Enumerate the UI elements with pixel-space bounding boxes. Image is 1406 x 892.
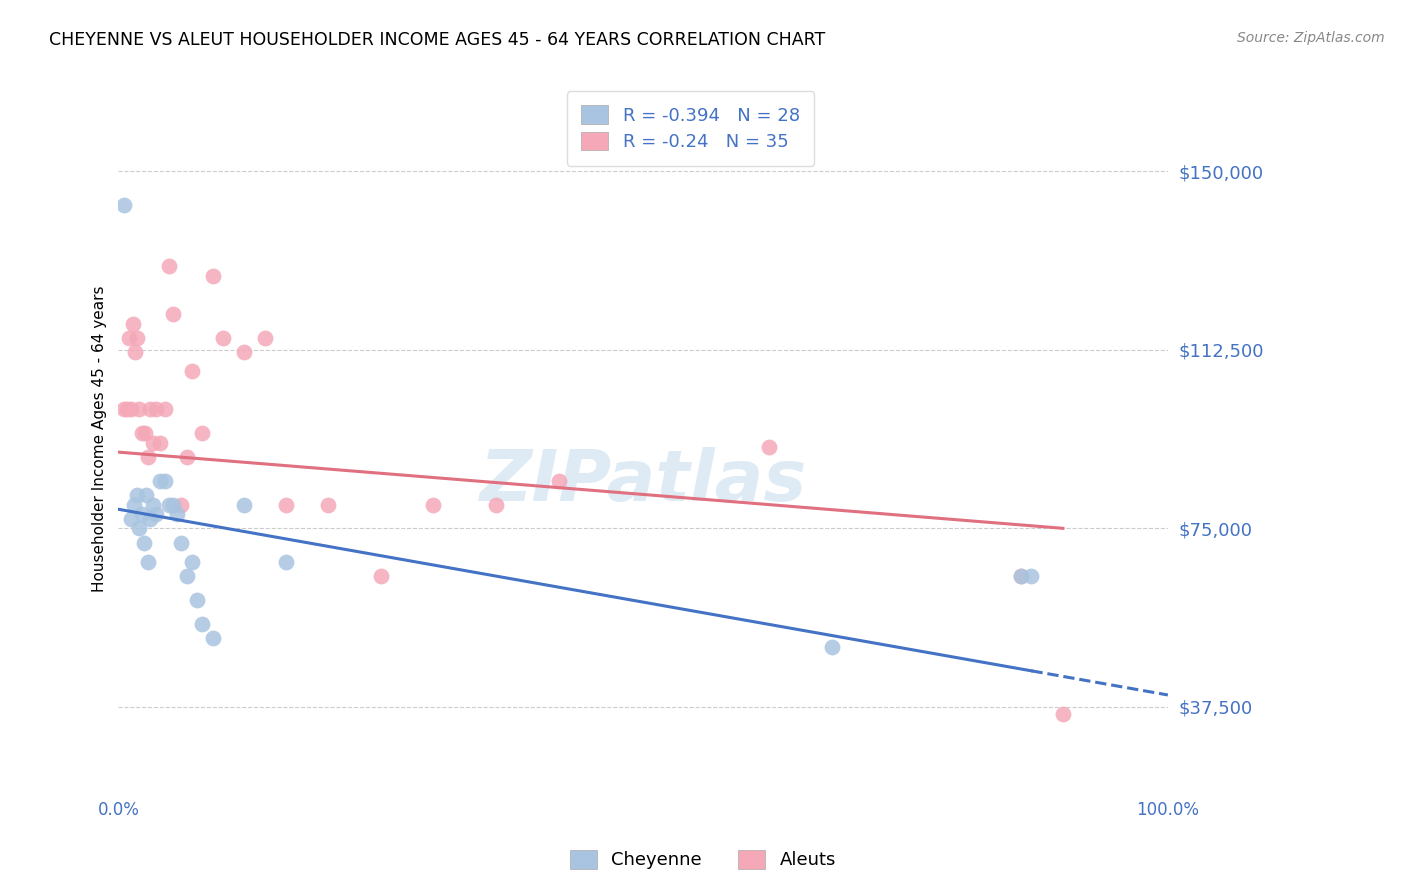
Point [485,498,508,512]
Point [1021,569,1043,583]
Point [153,474,176,488]
Point [176,450,198,464]
Point [142,498,165,512]
Point [149,474,172,488]
Point [821,640,844,655]
Point [212,331,235,345]
Y-axis label: Householder Income Ages 45 - 64 years: Householder Income Ages 45 - 64 years [93,285,107,592]
Point [127,331,149,345]
Point [131,426,153,441]
Point [170,535,193,549]
Text: Source: ZipAtlas.com: Source: ZipAtlas.com [1237,31,1385,45]
Point [166,507,188,521]
Point [201,268,224,283]
Point [120,512,142,526]
Legend: Cheyenne, Aleuts: Cheyenne, Aleuts [561,841,845,879]
Legend: R = -0.394   N = 28, R = -0.24   N = 35: R = -0.394 N = 28, R = -0.24 N = 35 [567,91,814,166]
Point [162,307,184,321]
Point [128,402,150,417]
Point [120,402,142,417]
Point [127,488,149,502]
Text: ZIPatlas: ZIPatlas [479,448,807,516]
Point [233,345,256,359]
Point [176,569,198,583]
Point [370,569,392,583]
Point [134,426,156,441]
Point [135,488,157,502]
Point [128,521,150,535]
Point [139,402,162,417]
Point [145,507,167,521]
Point [153,402,176,417]
Point [112,402,135,417]
Point [136,555,159,569]
Point [131,507,153,521]
Point [180,364,202,378]
Text: CHEYENNE VS ALEUT HOUSEHOLDER INCOME AGES 45 - 64 YEARS CORRELATION CHART: CHEYENNE VS ALEUT HOUSEHOLDER INCOME AGE… [49,31,825,49]
Point [122,317,145,331]
Point [276,555,298,569]
Point [149,435,172,450]
Point [186,592,208,607]
Point [157,260,180,274]
Point [122,498,145,512]
Point [1010,569,1032,583]
Point [180,555,202,569]
Point [548,474,571,488]
Point [318,498,340,512]
Point [191,616,214,631]
Point [132,535,155,549]
Point [136,450,159,464]
Point [157,498,180,512]
Point [145,402,167,417]
Point [191,426,214,441]
Point [201,631,224,645]
Point [276,498,298,512]
Point [170,498,193,512]
Point [118,331,141,345]
Point [112,197,135,211]
Point [1052,706,1074,721]
Point [422,498,444,512]
Point [254,331,277,345]
Point [758,441,780,455]
Point [142,435,165,450]
Point [115,402,138,417]
Point [233,498,256,512]
Point [124,345,146,359]
Point [1010,569,1032,583]
Point [139,512,162,526]
Point [162,498,184,512]
